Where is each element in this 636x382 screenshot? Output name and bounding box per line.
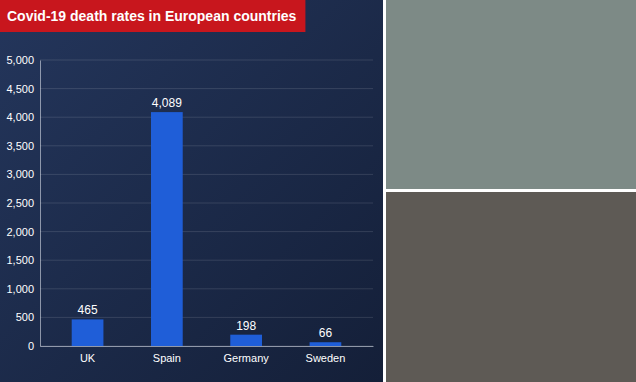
grid-line xyxy=(40,60,373,61)
y-axis: 0 500 1,000 1,500 2,000 2,500 3,000 3,500 4,000 4… xyxy=(6,54,40,352)
y-tick: 5,000 xyxy=(6,54,40,66)
x-tick-label: UK xyxy=(80,352,96,364)
y-tick: 2,000 xyxy=(6,226,40,238)
bars xyxy=(72,112,342,346)
y-axis-line xyxy=(40,61,41,347)
y-tick: 4,000 xyxy=(6,111,40,123)
bar xyxy=(72,319,104,346)
grid-line xyxy=(40,203,373,204)
y-tick-label: 4,000 xyxy=(6,111,34,123)
y-tick: 1,500 xyxy=(6,254,40,266)
x-tick-label: Spain xyxy=(153,352,181,364)
y-tick-label: 0 xyxy=(28,340,34,352)
y-tick-label: 3,000 xyxy=(6,168,34,180)
data-label: 4,089 xyxy=(152,96,182,110)
data-label: 465 xyxy=(78,303,98,317)
grid-line xyxy=(40,260,373,261)
photo-top xyxy=(386,0,636,189)
y-tick: 3,500 xyxy=(6,140,40,152)
y-tick: 0 xyxy=(28,340,40,352)
title-background xyxy=(0,0,305,32)
grid xyxy=(40,60,373,346)
data-labels: 465 4,089 198 66 xyxy=(78,96,333,340)
x-tick-label: Sweden xyxy=(306,352,346,364)
x-tick-label: Germany xyxy=(224,352,270,364)
y-tick: 4,500 xyxy=(6,83,40,95)
x-tick: Spain xyxy=(153,346,181,364)
x-tick: UK xyxy=(80,346,96,364)
x-axis-line xyxy=(41,346,374,347)
y-tick-label: 2,000 xyxy=(6,226,34,238)
y-tick-label: 500 xyxy=(16,311,34,323)
x-tick: Germany xyxy=(224,346,270,364)
y-tick: 3,000 xyxy=(6,168,40,180)
y-tick-label: 1,500 xyxy=(6,254,34,266)
bar xyxy=(310,342,342,346)
x-tick: Sweden xyxy=(306,346,346,364)
y-tick-label: 2,500 xyxy=(6,197,34,209)
y-tick: 1,000 xyxy=(6,283,40,295)
data-label: 66 xyxy=(319,326,333,340)
bar xyxy=(230,335,262,346)
bar xyxy=(151,112,183,346)
data-label: 198 xyxy=(236,319,256,333)
y-tick-label: 4,500 xyxy=(6,83,34,95)
title-banner: Covid-19 death rates in European countri… xyxy=(0,0,305,32)
grid-line xyxy=(40,231,373,232)
grid-line xyxy=(40,288,373,289)
grid-line xyxy=(40,88,373,89)
y-tick: 500 xyxy=(16,311,40,323)
title: Covid-19 death rates in European countri… xyxy=(7,8,297,24)
grid-line xyxy=(40,145,373,146)
photo-bottom xyxy=(386,192,636,382)
x-axis: UK Spain Germany Sweden xyxy=(41,346,374,364)
y-tick-label: 5,000 xyxy=(6,54,34,66)
y-tick-label: 3,500 xyxy=(6,140,34,152)
chart-background xyxy=(0,0,383,382)
y-tick-label: 1,000 xyxy=(6,283,34,295)
grid-line xyxy=(40,117,373,118)
grid-line xyxy=(40,174,373,175)
y-tick: 2,500 xyxy=(6,197,40,209)
